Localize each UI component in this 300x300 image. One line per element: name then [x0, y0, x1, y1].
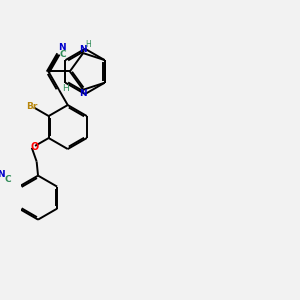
- Text: H: H: [85, 40, 91, 49]
- Text: N: N: [0, 169, 4, 178]
- Text: C: C: [59, 50, 66, 59]
- Text: N: N: [79, 89, 86, 98]
- Text: N: N: [58, 43, 66, 52]
- Text: H: H: [63, 84, 69, 93]
- Text: Br: Br: [26, 102, 38, 111]
- Text: C: C: [5, 176, 11, 184]
- Text: O: O: [31, 142, 39, 152]
- Text: N: N: [79, 44, 87, 53]
